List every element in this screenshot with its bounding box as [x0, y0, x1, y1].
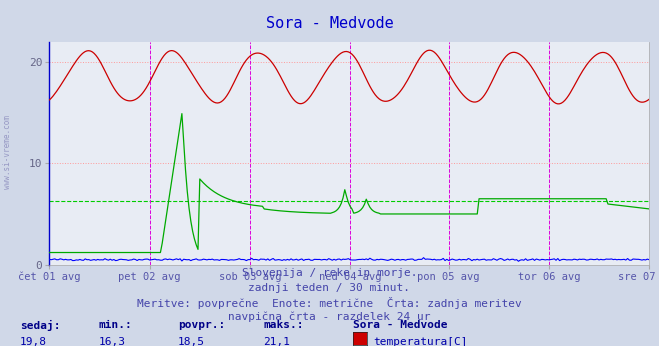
Text: maks.:: maks.: [264, 320, 304, 330]
Text: min.:: min.: [99, 320, 132, 330]
Text: Sora - Medvode: Sora - Medvode [353, 320, 447, 330]
Text: navpična črta - razdelek 24 ur: navpična črta - razdelek 24 ur [228, 312, 431, 322]
Text: 18,5: 18,5 [178, 337, 205, 346]
Text: povpr.:: povpr.: [178, 320, 225, 330]
Text: 21,1: 21,1 [264, 337, 291, 346]
Text: 19,8: 19,8 [20, 337, 47, 346]
Text: sedaj:: sedaj: [20, 320, 60, 331]
Text: Slovenija / reke in morje.: Slovenija / reke in morje. [242, 268, 417, 278]
Text: Sora - Medvode: Sora - Medvode [266, 16, 393, 30]
Text: Meritve: povprečne  Enote: metrične  Črta: zadnja meritev: Meritve: povprečne Enote: metrične Črta:… [137, 297, 522, 309]
Text: 16,3: 16,3 [99, 337, 126, 346]
Text: www.si-vreme.com: www.si-vreme.com [3, 115, 13, 189]
Text: zadnji teden / 30 minut.: zadnji teden / 30 minut. [248, 283, 411, 293]
Text: temperatura[C]: temperatura[C] [374, 337, 468, 346]
